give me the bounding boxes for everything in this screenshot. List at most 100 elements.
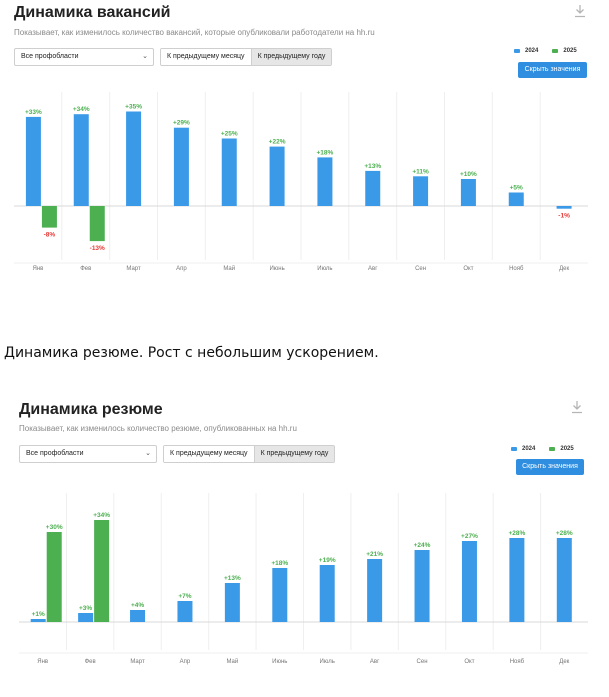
x-tick-label: Окт bbox=[463, 266, 473, 272]
x-tick-label: Июль bbox=[320, 659, 335, 665]
hide-values-button[interactable]: Скрыть значения bbox=[516, 459, 584, 475]
data-label: +4% bbox=[131, 602, 144, 609]
data-label: +24% bbox=[414, 542, 431, 549]
page-title: Динамика вакансий bbox=[14, 4, 171, 21]
x-tick-label: Май bbox=[226, 658, 238, 665]
chevron-down-icon: ⌄ bbox=[142, 53, 148, 60]
tab-prev-year[interactable]: К предыдущему году bbox=[253, 446, 335, 462]
legend-item-2024[interactable]: 2024 bbox=[511, 446, 535, 452]
data-label: +10% bbox=[460, 171, 477, 178]
data-label: +34% bbox=[73, 106, 90, 113]
x-tick-label: Фев bbox=[80, 266, 91, 272]
bar-2024-4 bbox=[177, 601, 193, 622]
legend-swatch-2025 bbox=[552, 49, 559, 53]
bar-2024-6 bbox=[269, 146, 285, 206]
bar-2024-4 bbox=[173, 127, 189, 206]
x-tick-label: Сен bbox=[417, 659, 428, 665]
x-tick-label: Дек bbox=[559, 659, 569, 665]
data-label: +35% bbox=[125, 104, 142, 111]
data-label: +25% bbox=[221, 131, 238, 138]
profarea-select-value: Все профобласти bbox=[21, 53, 79, 60]
tab-prev-year[interactable]: К предыдущему году bbox=[250, 49, 332, 65]
panel-subtitle: Показывает, как изменилось количество ре… bbox=[19, 424, 297, 433]
download-icon[interactable] bbox=[570, 400, 584, 414]
data-label: +22% bbox=[269, 139, 286, 146]
x-tick-label: Июнь bbox=[269, 266, 284, 272]
bar-2024-9 bbox=[413, 176, 429, 206]
chart-legend: 2024 2025 bbox=[514, 48, 577, 54]
bar-2024-1 bbox=[30, 619, 46, 622]
x-tick-label: Фев bbox=[85, 659, 96, 665]
data-label: +19% bbox=[319, 557, 336, 564]
chart-legend: 2024 2025 bbox=[511, 446, 574, 452]
bar-2024-7 bbox=[317, 157, 333, 206]
profarea-select[interactable]: Все профобласти ⌄ bbox=[14, 48, 154, 66]
data-label: +13% bbox=[224, 575, 241, 582]
x-tick-label: Май bbox=[223, 265, 235, 272]
bar-2024-2 bbox=[78, 613, 94, 622]
legend-item-2024[interactable]: 2024 bbox=[514, 48, 538, 54]
data-label: +21% bbox=[366, 551, 383, 558]
hide-values-button[interactable]: Скрыть значения bbox=[518, 62, 587, 78]
bar-2024-12 bbox=[556, 538, 572, 622]
bar-2025-2 bbox=[94, 520, 110, 622]
bar-2024-3 bbox=[130, 610, 146, 622]
x-tick-label: Июль bbox=[317, 266, 332, 272]
data-label: +27% bbox=[461, 533, 478, 540]
resumes-panel: Динамика резюме Показывает, как изменило… bbox=[0, 395, 609, 697]
x-tick-label: Нояб bbox=[509, 266, 524, 272]
bar-2024-6 bbox=[272, 568, 288, 622]
panel-subtitle: Показывает, как изменилось количество ва… bbox=[14, 28, 375, 37]
x-tick-label: Апр bbox=[180, 659, 191, 665]
legend-swatch-2025 bbox=[549, 447, 556, 451]
x-tick-label: Сен bbox=[415, 266, 426, 272]
data-label: -13% bbox=[90, 245, 105, 252]
vacancies-panel: Динамика вакансий Показывает, как измени… bbox=[0, 0, 609, 330]
data-label: +11% bbox=[412, 168, 429, 175]
x-tick-label: Апр bbox=[176, 266, 187, 272]
data-label: -8% bbox=[44, 232, 56, 239]
bar-2024-9 bbox=[414, 550, 430, 622]
tab-prev-month[interactable]: К предыдущему месяцу bbox=[161, 49, 251, 65]
legend-label-2025: 2025 bbox=[563, 48, 577, 54]
tab-prev-month[interactable]: К предыдущему месяцу bbox=[164, 446, 254, 462]
data-label: +28% bbox=[508, 530, 525, 537]
bar-2024-11 bbox=[508, 192, 524, 206]
legend-item-2025[interactable]: 2025 bbox=[549, 446, 574, 452]
data-label: +13% bbox=[364, 163, 381, 170]
data-label: +33% bbox=[25, 109, 42, 116]
legend-label-2024: 2024 bbox=[525, 48, 539, 54]
x-tick-label: Нояб bbox=[510, 659, 525, 665]
profarea-select[interactable]: Все профобласти ⌄ bbox=[19, 445, 157, 463]
data-label: +3% bbox=[79, 605, 92, 612]
data-label: +28% bbox=[556, 530, 573, 537]
period-toggle: К предыдущему месяцу К предыдущему году bbox=[163, 445, 336, 463]
download-icon[interactable] bbox=[573, 4, 587, 18]
x-tick-label: Март bbox=[130, 659, 145, 665]
profarea-select-value: Все профобласти bbox=[26, 450, 84, 457]
period-toggle: К предыдущему месяцу К предыдущему году bbox=[160, 48, 333, 66]
bar-2024-10 bbox=[460, 179, 476, 206]
bar-2024-8 bbox=[365, 170, 381, 206]
resume-caption: Динамика резюме. Рост с небольшим ускоре… bbox=[4, 345, 379, 361]
chevron-down-icon: ⌄ bbox=[145, 450, 151, 457]
bar-2024-2 bbox=[73, 114, 89, 206]
x-tick-label: Дек bbox=[559, 266, 569, 272]
x-tick-label: Авг bbox=[368, 266, 378, 272]
bar-2024-8 bbox=[367, 559, 383, 622]
data-label: +18% bbox=[317, 149, 334, 156]
legend-item-2025[interactable]: 2025 bbox=[552, 48, 577, 54]
x-tick-label: Авг bbox=[370, 659, 380, 665]
x-tick-label: Окт bbox=[464, 659, 474, 665]
data-label: +34% bbox=[93, 512, 110, 519]
data-label: +5% bbox=[510, 185, 523, 192]
vacancies-chart: Янв Фев Март Апр Май Июнь Июль Авг Сен Окт Нояб Дек… bbox=[14, 92, 588, 272]
legend-swatch-2024 bbox=[511, 447, 517, 451]
bar-2024-3 bbox=[126, 111, 142, 206]
x-tick-label: Июнь bbox=[272, 659, 287, 665]
data-label: +18% bbox=[271, 560, 288, 567]
bar-2024-11 bbox=[509, 538, 525, 622]
page-title: Динамика резюме bbox=[19, 401, 163, 418]
x-tick-label: Янв bbox=[32, 266, 43, 272]
data-label: +1% bbox=[32, 611, 45, 618]
